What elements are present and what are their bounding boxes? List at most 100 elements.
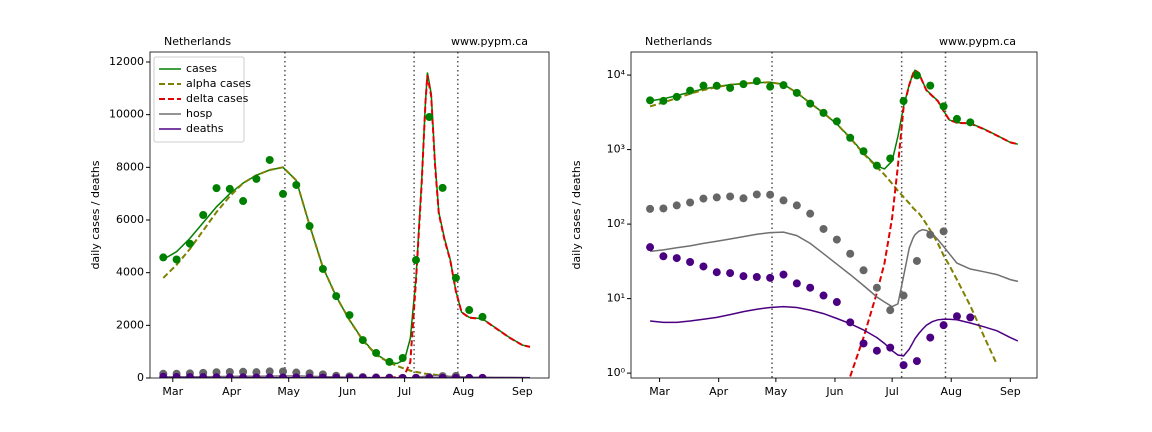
series-line bbox=[650, 228, 1019, 308]
data-point bbox=[412, 256, 420, 265]
data-point bbox=[779, 196, 788, 205]
data-point bbox=[318, 264, 327, 273]
data-point bbox=[686, 86, 695, 95]
data-point bbox=[646, 96, 655, 105]
x-tick-label: Jun bbox=[338, 385, 356, 398]
data-point bbox=[239, 367, 248, 376]
data-point bbox=[465, 306, 474, 315]
data-point bbox=[659, 96, 668, 105]
x-tick-label: Sep bbox=[512, 385, 533, 398]
y-tick-label: 8000 bbox=[116, 160, 144, 173]
x-tick-label: Aug bbox=[453, 385, 474, 398]
data-point bbox=[465, 373, 474, 378]
data-point bbox=[752, 190, 761, 199]
data-point bbox=[952, 312, 961, 321]
data-point bbox=[332, 292, 341, 301]
y-tick-label: 10⁰ bbox=[607, 366, 626, 379]
data-point bbox=[899, 97, 908, 106]
plot-area bbox=[159, 72, 531, 378]
data-point bbox=[699, 81, 708, 90]
data-point bbox=[279, 367, 287, 376]
legend-label: alpha cases bbox=[186, 77, 251, 90]
legend-label: delta cases bbox=[186, 92, 249, 105]
data-point bbox=[939, 102, 948, 111]
y-tick-label: 2000 bbox=[116, 318, 144, 331]
data-point bbox=[819, 224, 828, 233]
data-point bbox=[279, 373, 287, 378]
data-point bbox=[792, 88, 801, 97]
x-tick-label: Aug bbox=[940, 385, 961, 398]
data-point bbox=[832, 298, 841, 307]
data-point bbox=[899, 291, 908, 300]
data-point bbox=[372, 373, 381, 378]
data-point bbox=[819, 108, 828, 117]
legend-label: hosp bbox=[186, 107, 212, 120]
data-point bbox=[859, 147, 868, 156]
x-tick-label: Mar bbox=[162, 385, 183, 398]
data-point bbox=[185, 239, 194, 248]
data-point bbox=[372, 348, 381, 357]
annotation: Netherlands bbox=[164, 35, 231, 48]
series-line bbox=[650, 305, 1019, 357]
plot-area bbox=[646, 69, 1019, 377]
data-point bbox=[225, 373, 234, 378]
data-point bbox=[451, 273, 460, 282]
data-point bbox=[279, 189, 287, 198]
y-tick-label: 10³ bbox=[607, 143, 625, 156]
data-point bbox=[672, 201, 681, 210]
data-point bbox=[806, 283, 815, 292]
data-point bbox=[872, 283, 881, 292]
data-point bbox=[752, 272, 761, 281]
series-line bbox=[849, 69, 1019, 377]
data-point bbox=[779, 81, 788, 90]
data-point bbox=[779, 270, 788, 279]
legend-label: cases bbox=[186, 62, 217, 75]
data-point bbox=[212, 373, 221, 378]
data-point bbox=[766, 273, 775, 282]
data-point bbox=[185, 373, 194, 378]
data-point bbox=[712, 81, 721, 90]
data-point bbox=[239, 197, 248, 206]
y-tick-label: 4000 bbox=[116, 266, 144, 279]
data-point bbox=[212, 184, 221, 193]
y-tick-label: 0 bbox=[137, 371, 144, 384]
data-point bbox=[752, 77, 761, 86]
data-point bbox=[859, 266, 868, 275]
data-point bbox=[385, 373, 394, 378]
data-point bbox=[672, 92, 681, 101]
data-point bbox=[846, 249, 855, 258]
x-tick-label: May bbox=[764, 385, 787, 398]
axes-frame bbox=[149, 51, 550, 379]
data-point bbox=[912, 71, 921, 80]
data-point bbox=[385, 357, 394, 366]
data-point bbox=[398, 353, 407, 362]
data-point bbox=[886, 154, 895, 163]
data-point bbox=[912, 357, 921, 366]
data-point bbox=[726, 83, 735, 92]
x-tick-label: Mar bbox=[649, 385, 670, 398]
data-point bbox=[926, 230, 935, 239]
data-point bbox=[792, 279, 801, 288]
data-point bbox=[966, 313, 975, 322]
data-point bbox=[792, 201, 801, 210]
y-tick-label: 10⁴ bbox=[607, 68, 626, 81]
x-tick-label: Apr bbox=[709, 385, 729, 398]
annotation: www.pypm.ca bbox=[451, 35, 528, 48]
data-point bbox=[478, 373, 487, 378]
data-point bbox=[172, 373, 181, 378]
data-point bbox=[425, 113, 434, 122]
data-point bbox=[939, 227, 948, 236]
data-point bbox=[926, 81, 935, 90]
y-tick-label: 6000 bbox=[116, 213, 144, 226]
data-point bbox=[739, 194, 748, 203]
data-point bbox=[699, 262, 708, 271]
data-point bbox=[966, 118, 975, 127]
data-point bbox=[332, 373, 341, 378]
data-point bbox=[252, 373, 261, 378]
data-point bbox=[265, 373, 274, 378]
axes-frame bbox=[630, 51, 1038, 379]
y-axis-label: daily cases / deaths bbox=[570, 160, 583, 269]
data-point bbox=[159, 372, 168, 378]
data-point bbox=[345, 311, 354, 320]
data-point bbox=[225, 184, 234, 193]
